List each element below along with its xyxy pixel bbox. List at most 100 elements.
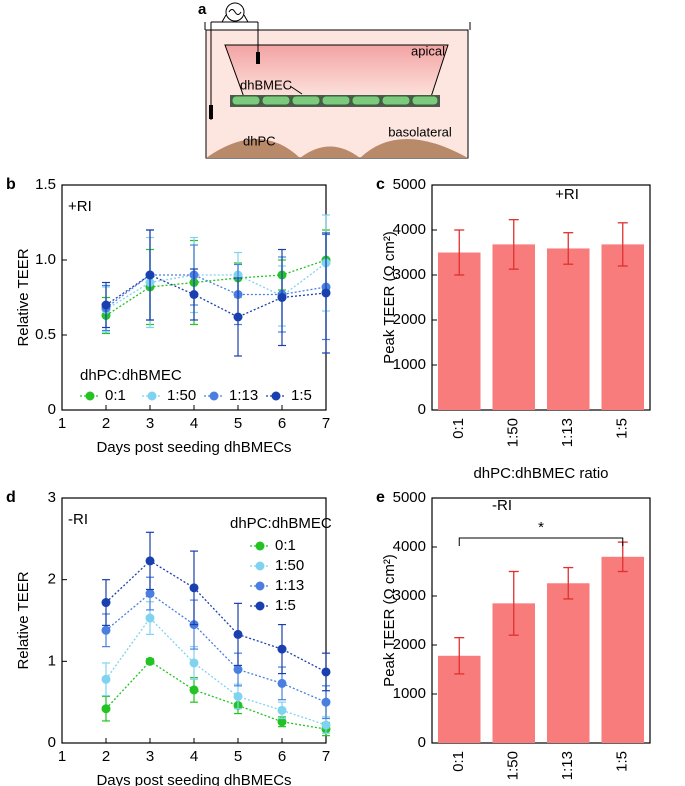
point [277, 293, 287, 302]
series-line [105, 262, 327, 311]
y-tick-label: 0 [48, 401, 56, 418]
apical-label: apical [411, 43, 445, 58]
y-tick-label: 5000 [393, 176, 426, 193]
y-tick-label: 0 [48, 734, 56, 751]
y-tick-label: 1000 [393, 685, 426, 702]
chart-title: +RI [555, 186, 579, 203]
series-line [105, 660, 327, 730]
y-axis-label: Peak TEER (Ω cm²) [381, 231, 398, 364]
plot-frame [431, 497, 651, 744]
point [101, 704, 111, 714]
y-tick-label: 4000 [393, 538, 426, 555]
point [189, 583, 199, 593]
panel-label: a [198, 1, 207, 18]
bar [546, 583, 590, 743]
x-tick-label: 6 [278, 748, 286, 765]
legend-label: 1:13 [229, 387, 258, 404]
x-axis-label: dhPC:dhBMEC ratio [473, 465, 608, 482]
error-bar [563, 232, 574, 265]
pericyte-label: dhPC [243, 133, 276, 148]
y-tick-label: 3000 [393, 587, 426, 604]
legend-marker [85, 391, 95, 401]
y-tick-label: 2000 [393, 311, 426, 328]
cell-layer [230, 95, 440, 107]
y-tick-label: 0 [418, 734, 426, 751]
legend-label: 1:5 [291, 387, 312, 404]
point [101, 674, 111, 684]
point [145, 270, 155, 280]
error-bar [508, 570, 519, 636]
legend-label: 1:50 [167, 387, 196, 404]
x-tick-label: 1:5 [614, 418, 631, 439]
point [321, 697, 331, 707]
x-tick-label: 3 [146, 748, 154, 765]
y-tick-label: 4000 [393, 221, 426, 238]
chart-title: -RI [68, 511, 88, 528]
point [321, 667, 331, 677]
error-bar [454, 637, 465, 675]
chart-title: -RI [492, 497, 512, 514]
point [233, 312, 243, 322]
bar [546, 248, 590, 410]
x-tick-label: 1:50 [505, 418, 522, 447]
y-axis-label: Relative TEER [15, 248, 32, 346]
y-tick-label: 1.5 [35, 176, 56, 193]
x-axis-label: Days post seeding dhBMECs [96, 772, 291, 786]
error-bar [617, 222, 628, 267]
point [145, 556, 155, 566]
bar [601, 244, 645, 410]
point [101, 625, 111, 635]
panel-label: d [6, 489, 16, 506]
series-line [105, 274, 327, 318]
bar [437, 252, 481, 410]
diagram: a apical dhBMEC dhPC basolateral [198, 1, 471, 159]
point [233, 665, 243, 674]
x-tick-label: 1 [58, 748, 66, 765]
y-tick-label: 1 [48, 652, 56, 669]
x-tick-label: 5 [234, 415, 242, 432]
chart-title: +RI [68, 198, 92, 215]
legend-marker [255, 581, 265, 591]
x-axis-label: Days post seeding dhBMECs [96, 439, 291, 456]
x-tick-label: 6 [278, 415, 286, 432]
y-axis-label: Relative TEER [15, 571, 32, 669]
x-tick-label: 7 [322, 415, 330, 432]
legend-marker [255, 561, 265, 571]
pointer [289, 85, 303, 95]
point [101, 598, 111, 608]
x-tick-label: 4 [190, 415, 198, 432]
legend-marker [209, 391, 219, 401]
y-tick-label: 2000 [393, 636, 426, 653]
legend-label: 0:1 [275, 537, 296, 554]
legend-label: 1:50 [275, 557, 304, 574]
point [145, 589, 155, 599]
y-tick-label: 0 [418, 401, 426, 418]
point [277, 644, 287, 654]
x-tick-label: 1:13 [559, 418, 576, 447]
legend-marker [255, 541, 265, 551]
y-tick-label: 0.5 [35, 326, 56, 343]
pericytes-shape [206, 139, 468, 158]
point [277, 717, 287, 727]
panel-label: e [376, 489, 385, 506]
bar [492, 244, 536, 410]
point [145, 656, 155, 666]
x-tick-label: 7 [322, 748, 330, 765]
error-bar [454, 229, 465, 276]
point [233, 629, 243, 639]
legend-marker [255, 601, 265, 611]
x-tick-label: 1 [58, 415, 66, 432]
y-tick-label: 5000 [393, 489, 426, 506]
legend-title: dhPC:dhBMEC [80, 367, 182, 384]
point [189, 685, 199, 695]
x-tick-label: 2 [102, 415, 110, 432]
bar [601, 556, 645, 743]
x-tick-label: 0:1 [450, 751, 467, 772]
point [189, 658, 199, 668]
panel-label: c [376, 176, 385, 193]
cell-label: dhBMEC [240, 77, 292, 92]
x-tick-label: 5 [234, 748, 242, 765]
basolateral-label: basolateral [388, 124, 452, 139]
x-tick-label: 3 [146, 415, 154, 432]
x-tick-label: 1:5 [614, 751, 631, 772]
